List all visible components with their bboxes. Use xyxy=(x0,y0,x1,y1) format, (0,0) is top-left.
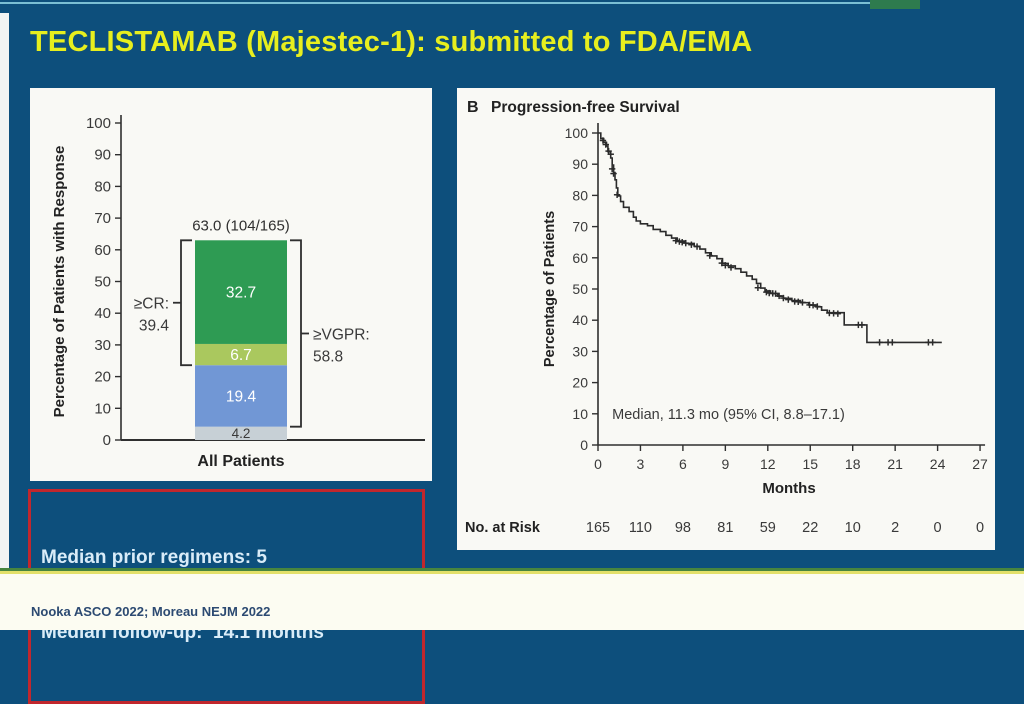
svg-text:80: 80 xyxy=(572,187,588,203)
svg-text:2: 2 xyxy=(891,520,899,536)
svg-text:60: 60 xyxy=(572,250,588,266)
svg-text:63.0 (104/165): 63.0 (104/165) xyxy=(192,217,290,234)
svg-text:32.7: 32.7 xyxy=(226,285,256,302)
svg-text:3: 3 xyxy=(637,456,645,472)
svg-text:30: 30 xyxy=(94,337,111,354)
svg-text:50: 50 xyxy=(572,281,588,297)
svg-text:40: 40 xyxy=(94,305,111,322)
top-right-accent xyxy=(870,0,920,9)
pfs-km-chart: B Progression-free Survival 0 10 20 30 40 50 60 7… xyxy=(457,88,995,550)
svg-text:30: 30 xyxy=(572,343,588,359)
svg-text:10: 10 xyxy=(572,406,588,422)
svg-text:Progression-free Survival: Progression-free Survival xyxy=(491,99,680,116)
svg-text:9: 9 xyxy=(721,456,729,472)
svg-text:0: 0 xyxy=(580,437,588,453)
median-prior-regimens-text: Median prior regimens: 5 xyxy=(41,547,267,568)
svg-text:100: 100 xyxy=(565,125,589,141)
svg-text:58.8: 58.8 xyxy=(313,348,343,365)
footer-divider-green xyxy=(0,568,1024,571)
svg-text:≥VGPR:: ≥VGPR: xyxy=(313,326,370,343)
svg-text:20: 20 xyxy=(572,375,588,391)
svg-text:80: 80 xyxy=(94,178,111,195)
svg-text:21: 21 xyxy=(887,456,903,472)
svg-text:12: 12 xyxy=(760,456,776,472)
svg-text:Percentage of Patients: Percentage of Patients xyxy=(542,211,558,367)
svg-text:60: 60 xyxy=(94,242,111,259)
svg-text:39.4: 39.4 xyxy=(139,318,170,335)
left-edge-strip xyxy=(0,13,9,574)
svg-text:50: 50 xyxy=(94,274,111,291)
citation-text: Nooka ASCO 2022; Moreau NEJM 2022 xyxy=(31,604,271,619)
svg-text:0: 0 xyxy=(103,432,111,449)
top-edge-highlight xyxy=(0,2,878,4)
svg-text:24: 24 xyxy=(930,456,946,472)
svg-text:70: 70 xyxy=(94,210,111,227)
svg-text:15: 15 xyxy=(802,456,818,472)
pfs-chart-panel: B Progression-free Survival 0 10 20 30 40 50 60 7… xyxy=(457,88,995,550)
svg-text:18: 18 xyxy=(845,456,861,472)
svg-text:Months: Months xyxy=(762,480,815,497)
svg-text:81: 81 xyxy=(717,520,733,536)
svg-text:110: 110 xyxy=(629,520,652,536)
svg-text:20: 20 xyxy=(94,369,111,386)
bar-chart-svg: 0 10 20 30 40 50 60 70 80 90 100 Percentage of Pati… xyxy=(51,115,425,470)
svg-text:98: 98 xyxy=(675,520,691,536)
svg-text:165: 165 xyxy=(586,520,610,536)
svg-text:0: 0 xyxy=(594,456,602,472)
svg-text:6: 6 xyxy=(679,456,687,472)
svg-text:22: 22 xyxy=(802,520,818,536)
svg-text:4.2: 4.2 xyxy=(232,426,251,441)
svg-text:Percentage of Patients with Re: Percentage of Patients with Response xyxy=(51,146,68,418)
footer-divider-yellow xyxy=(0,571,1024,574)
slide-title: TECLISTAMAB (Majestec-1): submitted to F… xyxy=(30,26,753,58)
svg-text:27: 27 xyxy=(972,456,988,472)
svg-text:No. at Risk: No. at Risk xyxy=(465,520,541,536)
svg-text:40: 40 xyxy=(572,312,588,328)
svg-text:Median, 11.3 mo (95% CI, 8.8–1: Median, 11.3 mo (95% CI, 8.8–17.1) xyxy=(612,407,845,423)
svg-text:70: 70 xyxy=(572,219,588,235)
svg-text:≥CR:: ≥CR: xyxy=(134,296,169,313)
svg-text:90: 90 xyxy=(94,147,111,164)
svg-text:6.7: 6.7 xyxy=(230,347,252,364)
footer-area xyxy=(0,574,1024,630)
svg-text:All Patients: All Patients xyxy=(197,453,284,470)
svg-text:B: B xyxy=(467,99,479,116)
km-chart-svg: B Progression-free Survival01020304050607… xyxy=(465,99,988,536)
svg-text:59: 59 xyxy=(760,520,776,536)
svg-text:19.4: 19.4 xyxy=(226,388,257,405)
svg-text:90: 90 xyxy=(572,156,588,172)
svg-text:100: 100 xyxy=(86,115,111,132)
svg-text:10: 10 xyxy=(94,400,111,417)
response-chart-panel: 0 10 20 30 40 50 60 70 80 90 100 Percentage of Pati… xyxy=(30,88,432,481)
svg-text:10: 10 xyxy=(845,520,861,536)
response-bar-chart: 0 10 20 30 40 50 60 70 80 90 100 Percentage of Pati… xyxy=(30,88,432,481)
svg-text:0: 0 xyxy=(934,520,942,536)
svg-text:0: 0 xyxy=(976,520,984,536)
